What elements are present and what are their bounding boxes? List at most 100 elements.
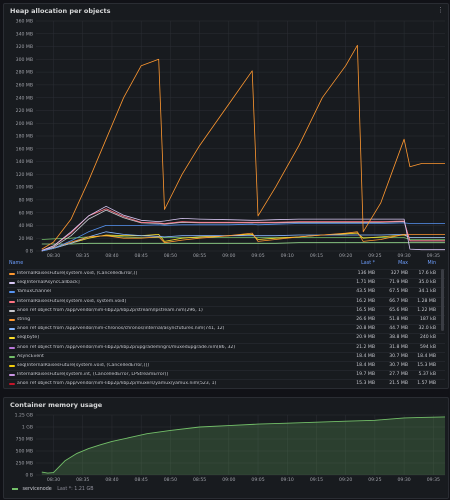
- legend-series-name: InternalRaisesFuture[system.void, (Cance…: [17, 271, 138, 276]
- series-line[interactable]: [41, 44, 445, 250]
- series-line[interactable]: [41, 231, 445, 252]
- legend-last: 21.2 MB: [356, 344, 375, 350]
- series-line[interactable]: [41, 208, 445, 252]
- heap-panel-menu-icon[interactable]: ⋮: [437, 6, 444, 14]
- x-tick-label: 08:50: [164, 477, 177, 483]
- legend-row[interactable]: string 26.6 MB 51.8 MB 187 kB: [7, 315, 445, 325]
- legend-min: 17.6 kB: [418, 271, 436, 276]
- x-tick-label: 08:55: [193, 477, 206, 483]
- legend-col-min[interactable]: Min: [427, 261, 436, 266]
- legend-max: 38.8 MB: [389, 335, 408, 341]
- y-tick-label: 250 MB: [16, 461, 33, 467]
- legend-min: 32.0 kB: [418, 326, 436, 332]
- x-tick-label: 08:45: [135, 477, 148, 483]
- y-tick-label: 140 MB: [16, 159, 33, 165]
- heap-panel: Heap allocation per objects ⋮ 0 B 20 MB 40…: [3, 3, 449, 389]
- legend-last: 16.5 MB: [356, 307, 375, 313]
- legend-scrollbar[interactable]: [441, 269, 444, 331]
- legend-min: 240 kB: [419, 335, 436, 341]
- legend-col-name[interactable]: Name: [9, 261, 24, 266]
- x-tick-label: 09:30: [397, 253, 410, 259]
- legend-col-max[interactable]: Max: [398, 261, 408, 266]
- legend-min: 15.3 MB: [417, 363, 436, 368]
- memory-legend-summary: Last *: 1.21 GB: [57, 487, 94, 492]
- y-tick-label: 340 MB: [16, 31, 33, 37]
- series-line[interactable]: [41, 231, 445, 252]
- x-tick-label: 09:10: [281, 477, 294, 483]
- x-tick-label: 09:20: [339, 253, 352, 259]
- legend-series-name: anon ref object from /app/vendor/nim-lib…: [17, 344, 236, 350]
- legend-max: 30.7 MB: [389, 363, 408, 368]
- legend-series-name: anon ref object from /app/vendor/nim-lib…: [17, 381, 217, 387]
- legend-row[interactable]: InternalRaisesFuture[system.void, system…: [7, 296, 445, 307]
- legend-swatch: [9, 346, 15, 349]
- y-tick-label: 120 MB: [16, 172, 33, 178]
- heap-chart[interactable]: 0 B 20 MB 40 MB 60 MB 80 MB 100 MB 120 MB 140 M…: [4, 14, 448, 264]
- legend-min: 187 kB: [419, 317, 436, 322]
- memory-legend[interactable]: servicenode Last *: 1.21 GB: [12, 487, 94, 492]
- y-tick-label: 60 MB: [19, 210, 33, 216]
- y-tick-label: 160 MB: [16, 146, 33, 152]
- x-tick-label: 08:30: [47, 253, 60, 259]
- series-line[interactable]: [41, 222, 445, 252]
- legend-max: 21.5 MB: [389, 381, 408, 387]
- legend-row[interactable]: YamuxChannel 43.5 MB 67.5 MB 34.1 kB: [7, 287, 445, 297]
- legend-swatch: [9, 273, 15, 275]
- legend-row[interactable]: InternalRaisesFuture[system.int, (Cancel…: [7, 370, 445, 380]
- x-tick-label: 09:00: [222, 253, 235, 259]
- legend-series-name: seq[InternalRaisesFuture[system.void, (C…: [17, 363, 149, 368]
- legend-last: 18.4 MB: [356, 353, 375, 359]
- x-tick-label: 09:20: [339, 477, 352, 483]
- legend-row[interactable]: seq[InternalRaisesFuture[system.void, (C…: [7, 361, 445, 371]
- x-tick-label: 09:15: [310, 477, 323, 483]
- memory-legend-series: servicenode: [22, 487, 52, 492]
- legend-max: 66.7 MB: [389, 298, 408, 304]
- legend-swatch: [9, 291, 15, 294]
- y-tick-label: 360 MB: [16, 19, 33, 25]
- legend-series-name: seq[InternalAsyncCallback]: [17, 280, 80, 286]
- legend-row[interactable]: anon ref object from /app/vendor/nim-chr…: [7, 324, 445, 334]
- legend-max: 44.7 MB: [389, 326, 408, 332]
- x-tick-label: 09:10: [281, 253, 294, 259]
- memory-chart[interactable]: 0 B 250 MB 500 MB 750 MB 1 GB 1.25 GB 08:30 08:…: [4, 408, 448, 490]
- series-line[interactable]: [41, 242, 445, 245]
- series-line[interactable]: [41, 232, 445, 252]
- y-tick-label: 0 B: [25, 249, 33, 255]
- legend-last: 26.6 MB: [356, 317, 375, 322]
- legend-row[interactable]: InternalRaisesFuture[system.void, (Cance…: [7, 269, 445, 279]
- legend-row[interactable]: AsyncEvent 18.4 MB 30.7 MB 18.4 MB: [7, 351, 445, 362]
- legend-last: 43.5 MB: [356, 289, 375, 295]
- legend-swatch: [9, 328, 15, 331]
- y-tick-label: 180 MB: [16, 134, 33, 140]
- legend-series-name: seq[byte]: [17, 335, 39, 341]
- memory-legend-swatch: [12, 487, 18, 490]
- legend-col-last[interactable]: Last *: [361, 261, 375, 266]
- y-tick-label: 40 MB: [19, 223, 33, 229]
- x-tick-label: 09:35: [427, 477, 440, 483]
- legend-row[interactable]: seq[byte] 20.9 MB 38.8 MB 240 kB: [7, 333, 445, 343]
- heap-panel-title: Heap allocation per objects: [10, 7, 111, 15]
- legend-last: 1.71 MB: [356, 280, 375, 286]
- legend-row[interactable]: seq[InternalAsyncCallback] 1.71 MB 71.9 MB…: [7, 278, 445, 288]
- legend-max: 31.8 MB: [389, 344, 408, 350]
- x-tick-label: 08:55: [193, 253, 206, 259]
- legend-last: 15.3 MB: [356, 381, 375, 387]
- legend-min: 594 kB: [419, 344, 436, 350]
- y-tick-label: 240 MB: [16, 95, 33, 101]
- legend-series-name: anon ref object from /app/vendor/nim-lib…: [17, 307, 203, 313]
- y-tick-label: 1 GB: [22, 425, 33, 431]
- x-tick-label: 08:45: [135, 253, 148, 259]
- x-tick-label: 08:30: [47, 477, 60, 483]
- x-tick-label: 09:30: [397, 477, 410, 483]
- y-tick-label: 0 B: [25, 473, 33, 479]
- series-line[interactable]: [41, 416, 446, 474]
- series-line[interactable]: [41, 205, 445, 251]
- legend-row[interactable]: anon ref object from /app/vendor/nim-lib…: [7, 305, 445, 316]
- legend-swatch: [9, 383, 15, 386]
- legend-row[interactable]: anon ref object from /app/vendor/nim-lib…: [7, 379, 445, 388]
- y-tick-label: 300 MB: [16, 57, 33, 63]
- series-line[interactable]: [41, 209, 445, 252]
- legend-series-name: anon ref object from /app/vendor/nim-chr…: [17, 326, 225, 332]
- legend-max: 67.5 MB: [389, 289, 408, 295]
- legend-row[interactable]: anon ref object from /app/vendor/nim-lib…: [7, 342, 445, 353]
